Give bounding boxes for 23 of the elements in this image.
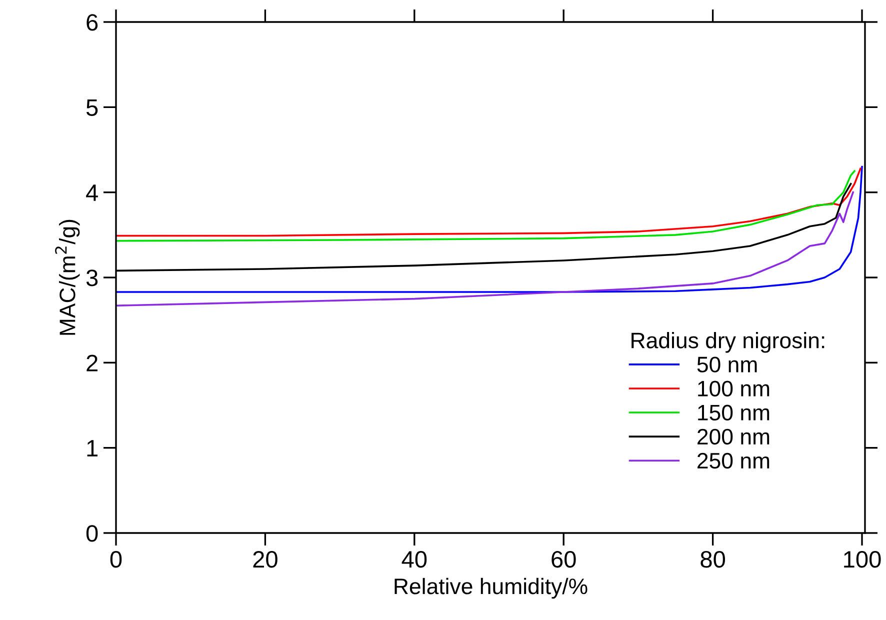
x-tick-label: 80 — [700, 550, 726, 568]
legend-label: 200 nm — [698, 428, 770, 445]
x-tick-label: 20 — [253, 550, 278, 568]
legend-label: 50 nm — [697, 356, 757, 372]
legend-label: 100 nm — [698, 380, 770, 396]
y-tick-label: 2 — [86, 354, 98, 372]
y-tick-label: 6 — [86, 14, 98, 31]
y-axis-title: MAC/(m$^{2}$/g) — [55, 220, 80, 335]
x-tick-label: 0 — [110, 550, 122, 568]
x-axis-title: Relative humidity/% — [394, 578, 588, 599]
y-tick-label: 3 — [86, 270, 98, 286]
legend-label: 150 nm — [698, 404, 770, 421]
x-tick-label: 100 — [844, 550, 881, 568]
y-tick-label: 5 — [86, 99, 98, 116]
line-series — [116, 191, 854, 307]
x-tick-label: 40 — [402, 550, 427, 568]
line-series — [116, 166, 863, 293]
y-tick-label: 1 — [87, 440, 98, 456]
y-tick-label: 0 — [86, 525, 98, 542]
x-tick-label: 60 — [552, 550, 576, 568]
y-tick-label: 4 — [86, 184, 98, 201]
legend-label: 250 nm — [698, 452, 770, 469]
legend-title: Radius dry nigrosin: — [632, 332, 824, 353]
